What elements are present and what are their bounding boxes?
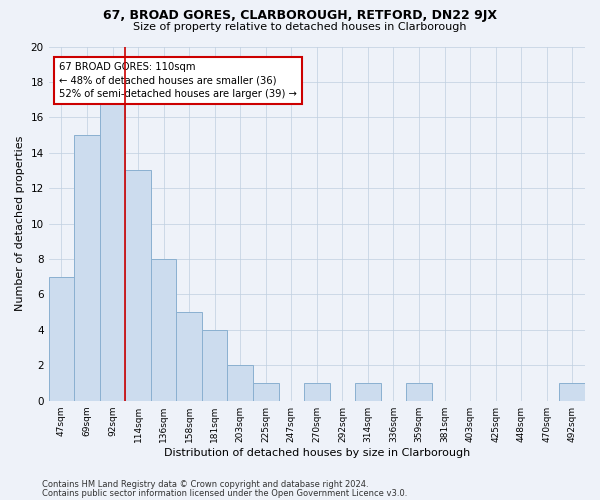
Text: 67, BROAD GORES, CLARBOROUGH, RETFORD, DN22 9JX: 67, BROAD GORES, CLARBOROUGH, RETFORD, D…: [103, 9, 497, 22]
Bar: [559, 383, 585, 400]
Bar: [176, 312, 202, 400]
Bar: [253, 383, 278, 400]
Bar: [202, 330, 227, 400]
Y-axis label: Number of detached properties: Number of detached properties: [15, 136, 25, 312]
Bar: [304, 383, 329, 400]
Bar: [355, 383, 380, 400]
Bar: [100, 100, 125, 401]
Bar: [227, 366, 253, 400]
Text: Size of property relative to detached houses in Clarborough: Size of property relative to detached ho…: [133, 22, 467, 32]
X-axis label: Distribution of detached houses by size in Clarborough: Distribution of detached houses by size …: [164, 448, 470, 458]
Bar: [74, 135, 100, 400]
Text: Contains HM Land Registry data © Crown copyright and database right 2024.: Contains HM Land Registry data © Crown c…: [42, 480, 368, 489]
Bar: [49, 276, 74, 400]
Text: 67 BROAD GORES: 110sqm
← 48% of detached houses are smaller (36)
52% of semi-det: 67 BROAD GORES: 110sqm ← 48% of detached…: [59, 62, 297, 99]
Bar: [151, 259, 176, 400]
Bar: [406, 383, 432, 400]
Text: Contains public sector information licensed under the Open Government Licence v3: Contains public sector information licen…: [42, 489, 407, 498]
Bar: [125, 170, 151, 400]
